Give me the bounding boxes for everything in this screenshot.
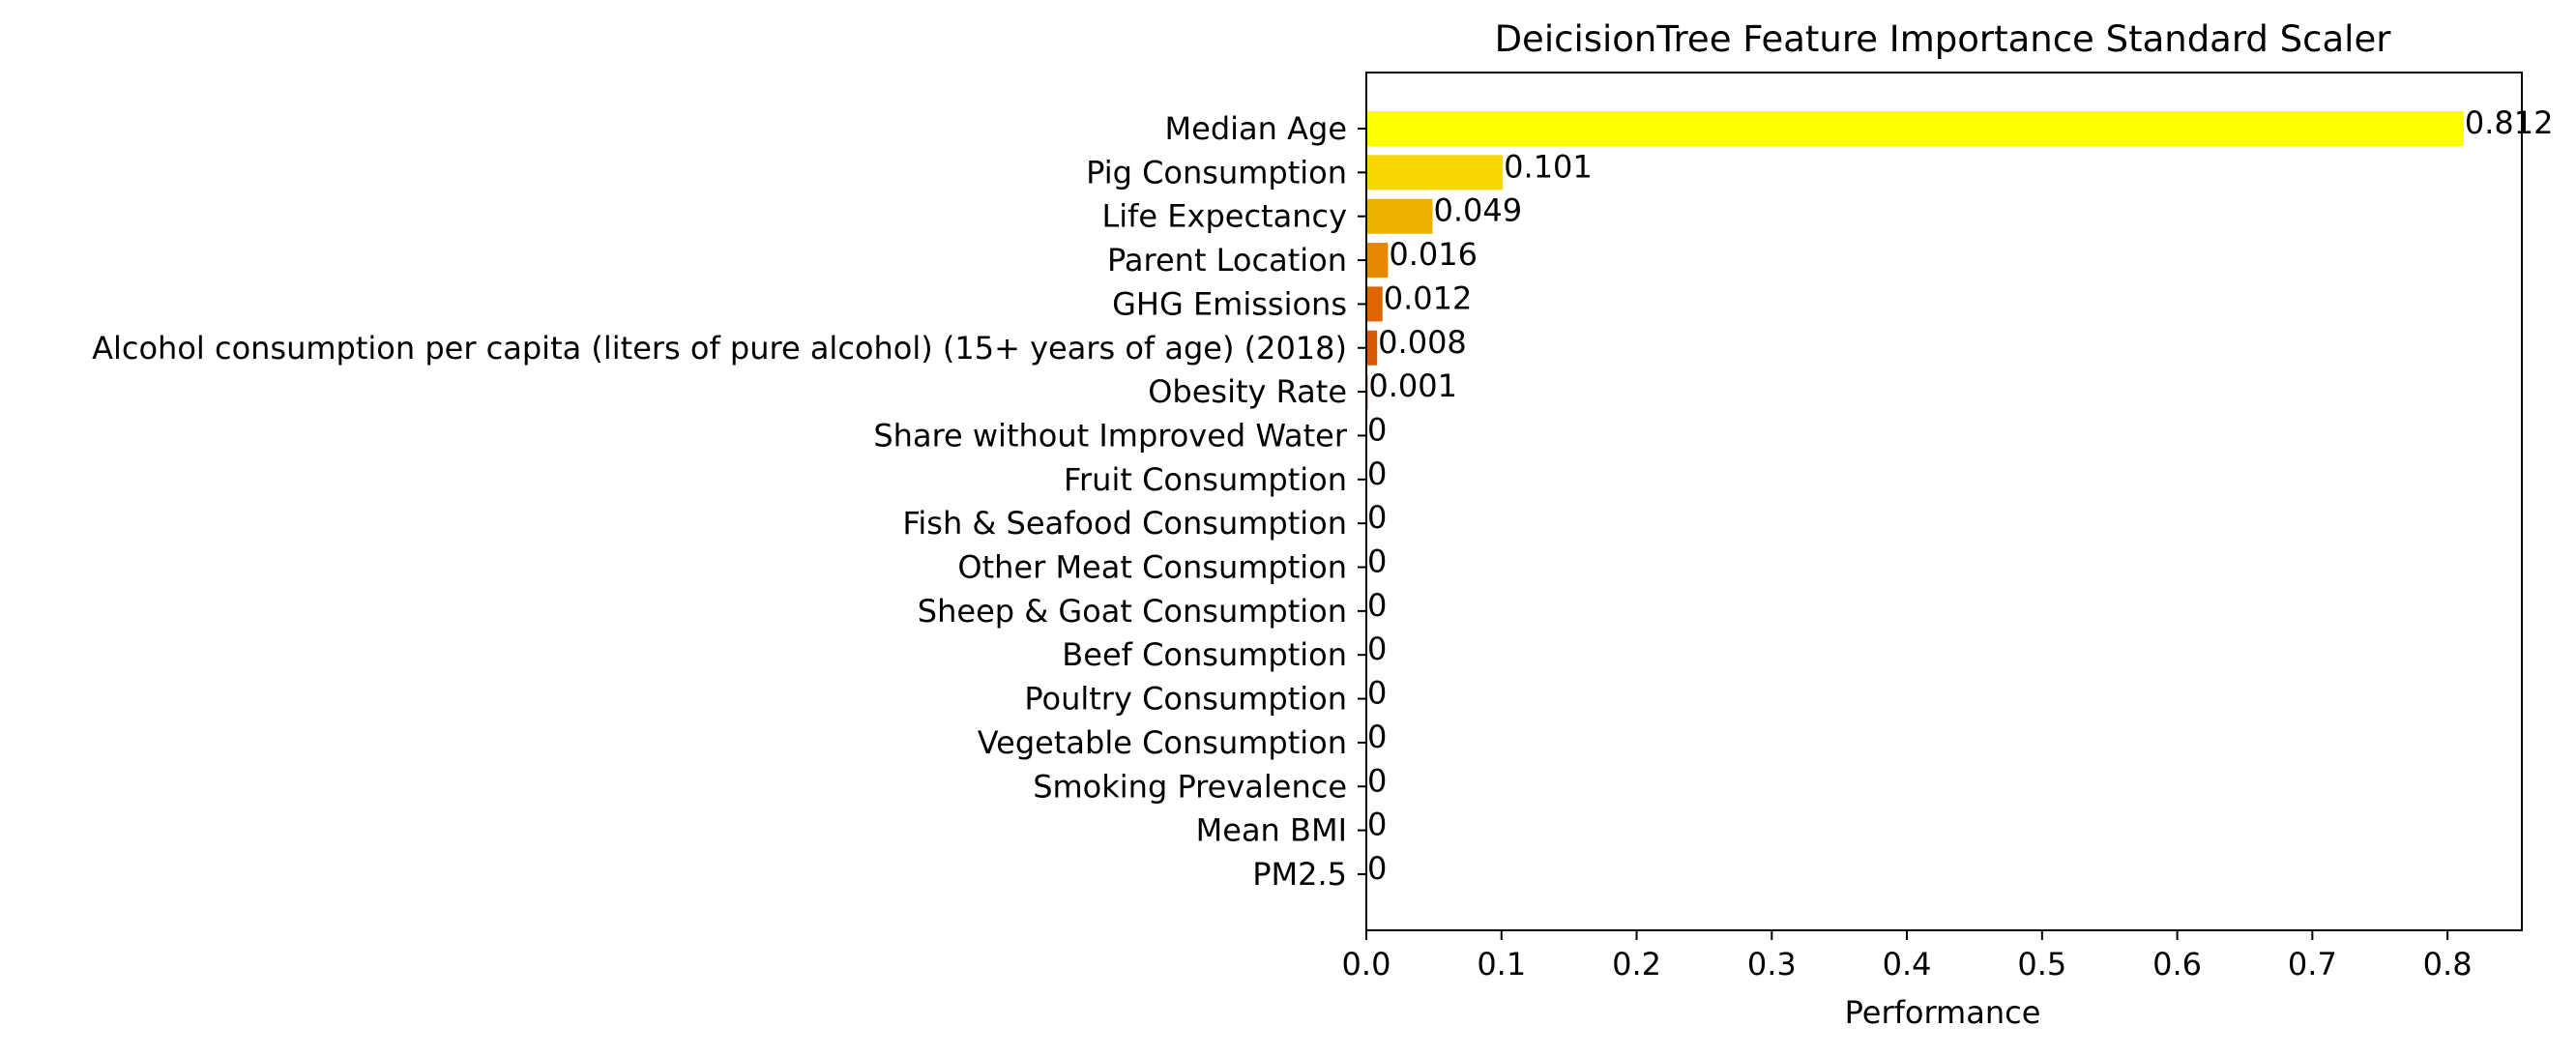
bar <box>1366 155 1504 191</box>
category-label: Alcohol consumption per capita (liters o… <box>92 330 1347 367</box>
value-label: 0 <box>1367 675 1387 712</box>
value-label: 0 <box>1367 850 1387 887</box>
category-label: Poultry Consumption <box>1024 681 1347 718</box>
value-label: 0.812 <box>2465 104 2554 141</box>
category-label: Obesity Rate <box>1148 373 1347 410</box>
x-tick-label: 0.3 <box>1747 946 1797 983</box>
value-label: 0 <box>1367 631 1387 667</box>
value-label: 0 <box>1367 411 1387 448</box>
category-label: Median Age <box>1165 110 1347 147</box>
x-tick-label: 0.6 <box>2152 946 2202 983</box>
category-label: Sheep & Goat Consumption <box>918 593 1347 630</box>
value-label: 0 <box>1367 807 1387 843</box>
value-label: 0.001 <box>1368 367 1457 404</box>
x-tick-label: 0.5 <box>2017 946 2066 983</box>
category-label: Other Meat Consumption <box>957 549 1347 586</box>
value-label: 0 <box>1367 587 1387 624</box>
category-label: GHG Emissions <box>1112 285 1347 322</box>
bar <box>1366 243 1389 279</box>
category-label: Parent Location <box>1107 242 1347 279</box>
category-label: PM2.5 <box>1252 856 1347 893</box>
bar <box>1366 198 1433 234</box>
plot-area: Median Age 0.812 Pig Consumption 0.101 Life … <box>92 72 2554 983</box>
chart-title: DeicisionTree Feature Importance Standar… <box>1495 18 2392 60</box>
bar <box>1366 111 2464 146</box>
value-label: 0.012 <box>1384 279 1473 316</box>
category-label: Fruit Consumption <box>1064 461 1347 498</box>
x-tick-label: 0.4 <box>1883 946 1932 983</box>
category-label: Share without Improved Water <box>873 417 1347 454</box>
category-label: Fish & Seafood Consumption <box>902 505 1347 542</box>
x-tick-label: 0.7 <box>2288 946 2337 983</box>
value-label: 0 <box>1367 499 1387 536</box>
bar <box>1366 330 1378 366</box>
value-label: 0 <box>1367 762 1387 799</box>
x-tick-label: 0.1 <box>1477 946 1526 983</box>
value-label: 0.016 <box>1389 236 1478 273</box>
bar <box>1366 286 1383 322</box>
category-label: Beef Consumption <box>1062 636 1347 673</box>
value-label: 0 <box>1367 455 1387 492</box>
category-label: Mean BMI <box>1196 812 1347 849</box>
x-axis-label: Performance <box>1845 994 2041 1031</box>
category-label: Life Expectancy <box>1101 198 1347 235</box>
value-label: 0.008 <box>1378 324 1467 361</box>
category-label: Vegetable Consumption <box>978 724 1347 761</box>
category-label: Smoking Prevalence <box>1033 768 1347 805</box>
value-label: 0.101 <box>1504 148 1593 185</box>
value-label: 0 <box>1367 543 1387 580</box>
plot-frame <box>1365 72 2523 931</box>
category-label: Pig Consumption <box>1086 154 1347 191</box>
x-tick-label: 0.2 <box>1612 946 1661 983</box>
x-tick-label: 0.8 <box>2423 946 2473 983</box>
x-tick-label: 0.0 <box>1342 946 1391 983</box>
value-label: 0 <box>1367 719 1387 755</box>
value-label: 0.049 <box>1433 192 1522 229</box>
